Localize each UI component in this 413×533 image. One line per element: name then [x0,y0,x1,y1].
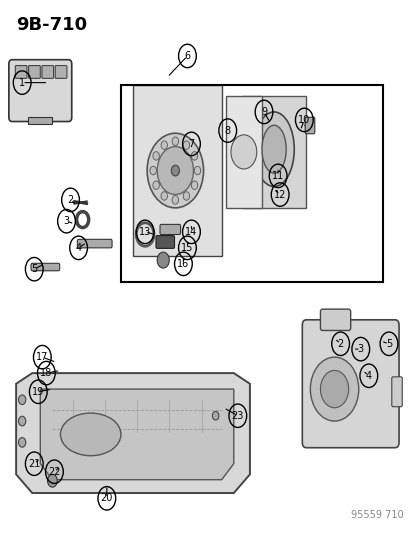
FancyBboxPatch shape [156,236,174,248]
Circle shape [183,192,189,200]
Ellipse shape [261,125,285,173]
Text: 3: 3 [63,216,69,226]
Polygon shape [225,96,261,208]
Text: 13: 13 [139,227,151,237]
Text: 9B-710: 9B-710 [16,16,87,34]
Ellipse shape [60,413,121,456]
Circle shape [191,181,197,189]
Text: 19: 19 [32,387,44,397]
Circle shape [172,137,178,146]
Text: 23: 23 [231,411,243,421]
Text: 3: 3 [357,344,363,354]
Circle shape [147,133,203,208]
Bar [28,117,52,124]
Polygon shape [133,85,221,256]
FancyBboxPatch shape [55,66,67,78]
Polygon shape [241,96,306,208]
Text: 18: 18 [40,368,52,378]
FancyBboxPatch shape [301,320,398,448]
Ellipse shape [253,112,294,187]
Circle shape [161,141,167,149]
Polygon shape [16,373,249,493]
FancyBboxPatch shape [9,60,71,122]
Text: 4: 4 [365,371,371,381]
FancyBboxPatch shape [28,66,40,78]
Circle shape [194,166,200,175]
FancyBboxPatch shape [391,377,401,407]
Circle shape [157,147,193,195]
Circle shape [19,416,26,426]
Text: 11: 11 [271,171,284,181]
Text: 2: 2 [67,195,74,205]
Circle shape [47,474,57,487]
FancyBboxPatch shape [160,224,180,235]
FancyBboxPatch shape [31,263,59,271]
Circle shape [152,181,159,189]
FancyBboxPatch shape [42,66,53,78]
Text: 12: 12 [273,190,286,199]
Text: 14: 14 [185,227,197,237]
Circle shape [183,141,189,149]
FancyBboxPatch shape [304,117,314,134]
Text: 22: 22 [48,467,61,477]
Circle shape [172,196,178,204]
Text: 1: 1 [19,78,25,87]
Text: 7: 7 [188,139,194,149]
Circle shape [310,357,358,421]
Text: 21: 21 [28,459,40,469]
FancyBboxPatch shape [15,66,27,78]
Text: 10: 10 [297,115,310,125]
Circle shape [150,166,156,175]
Circle shape [161,192,167,200]
Text: 17: 17 [36,352,48,362]
Text: 5: 5 [31,264,37,274]
Text: 16: 16 [177,259,189,269]
Circle shape [152,151,159,160]
Text: 2: 2 [337,339,343,349]
Circle shape [320,370,348,408]
Circle shape [230,135,256,169]
Text: 4: 4 [75,243,81,253]
Text: 5: 5 [385,339,391,349]
FancyBboxPatch shape [77,239,112,248]
Circle shape [19,395,26,405]
Circle shape [157,252,169,268]
Text: 15: 15 [181,243,193,253]
Text: 20: 20 [100,494,113,503]
Circle shape [212,411,218,420]
Polygon shape [40,389,233,480]
Text: 6: 6 [184,51,190,61]
Circle shape [171,165,179,176]
Text: 95559 710: 95559 710 [350,510,402,520]
FancyBboxPatch shape [320,309,350,330]
Circle shape [191,151,197,160]
Text: 8: 8 [224,126,230,135]
Circle shape [19,438,26,447]
Text: 9: 9 [260,107,266,117]
